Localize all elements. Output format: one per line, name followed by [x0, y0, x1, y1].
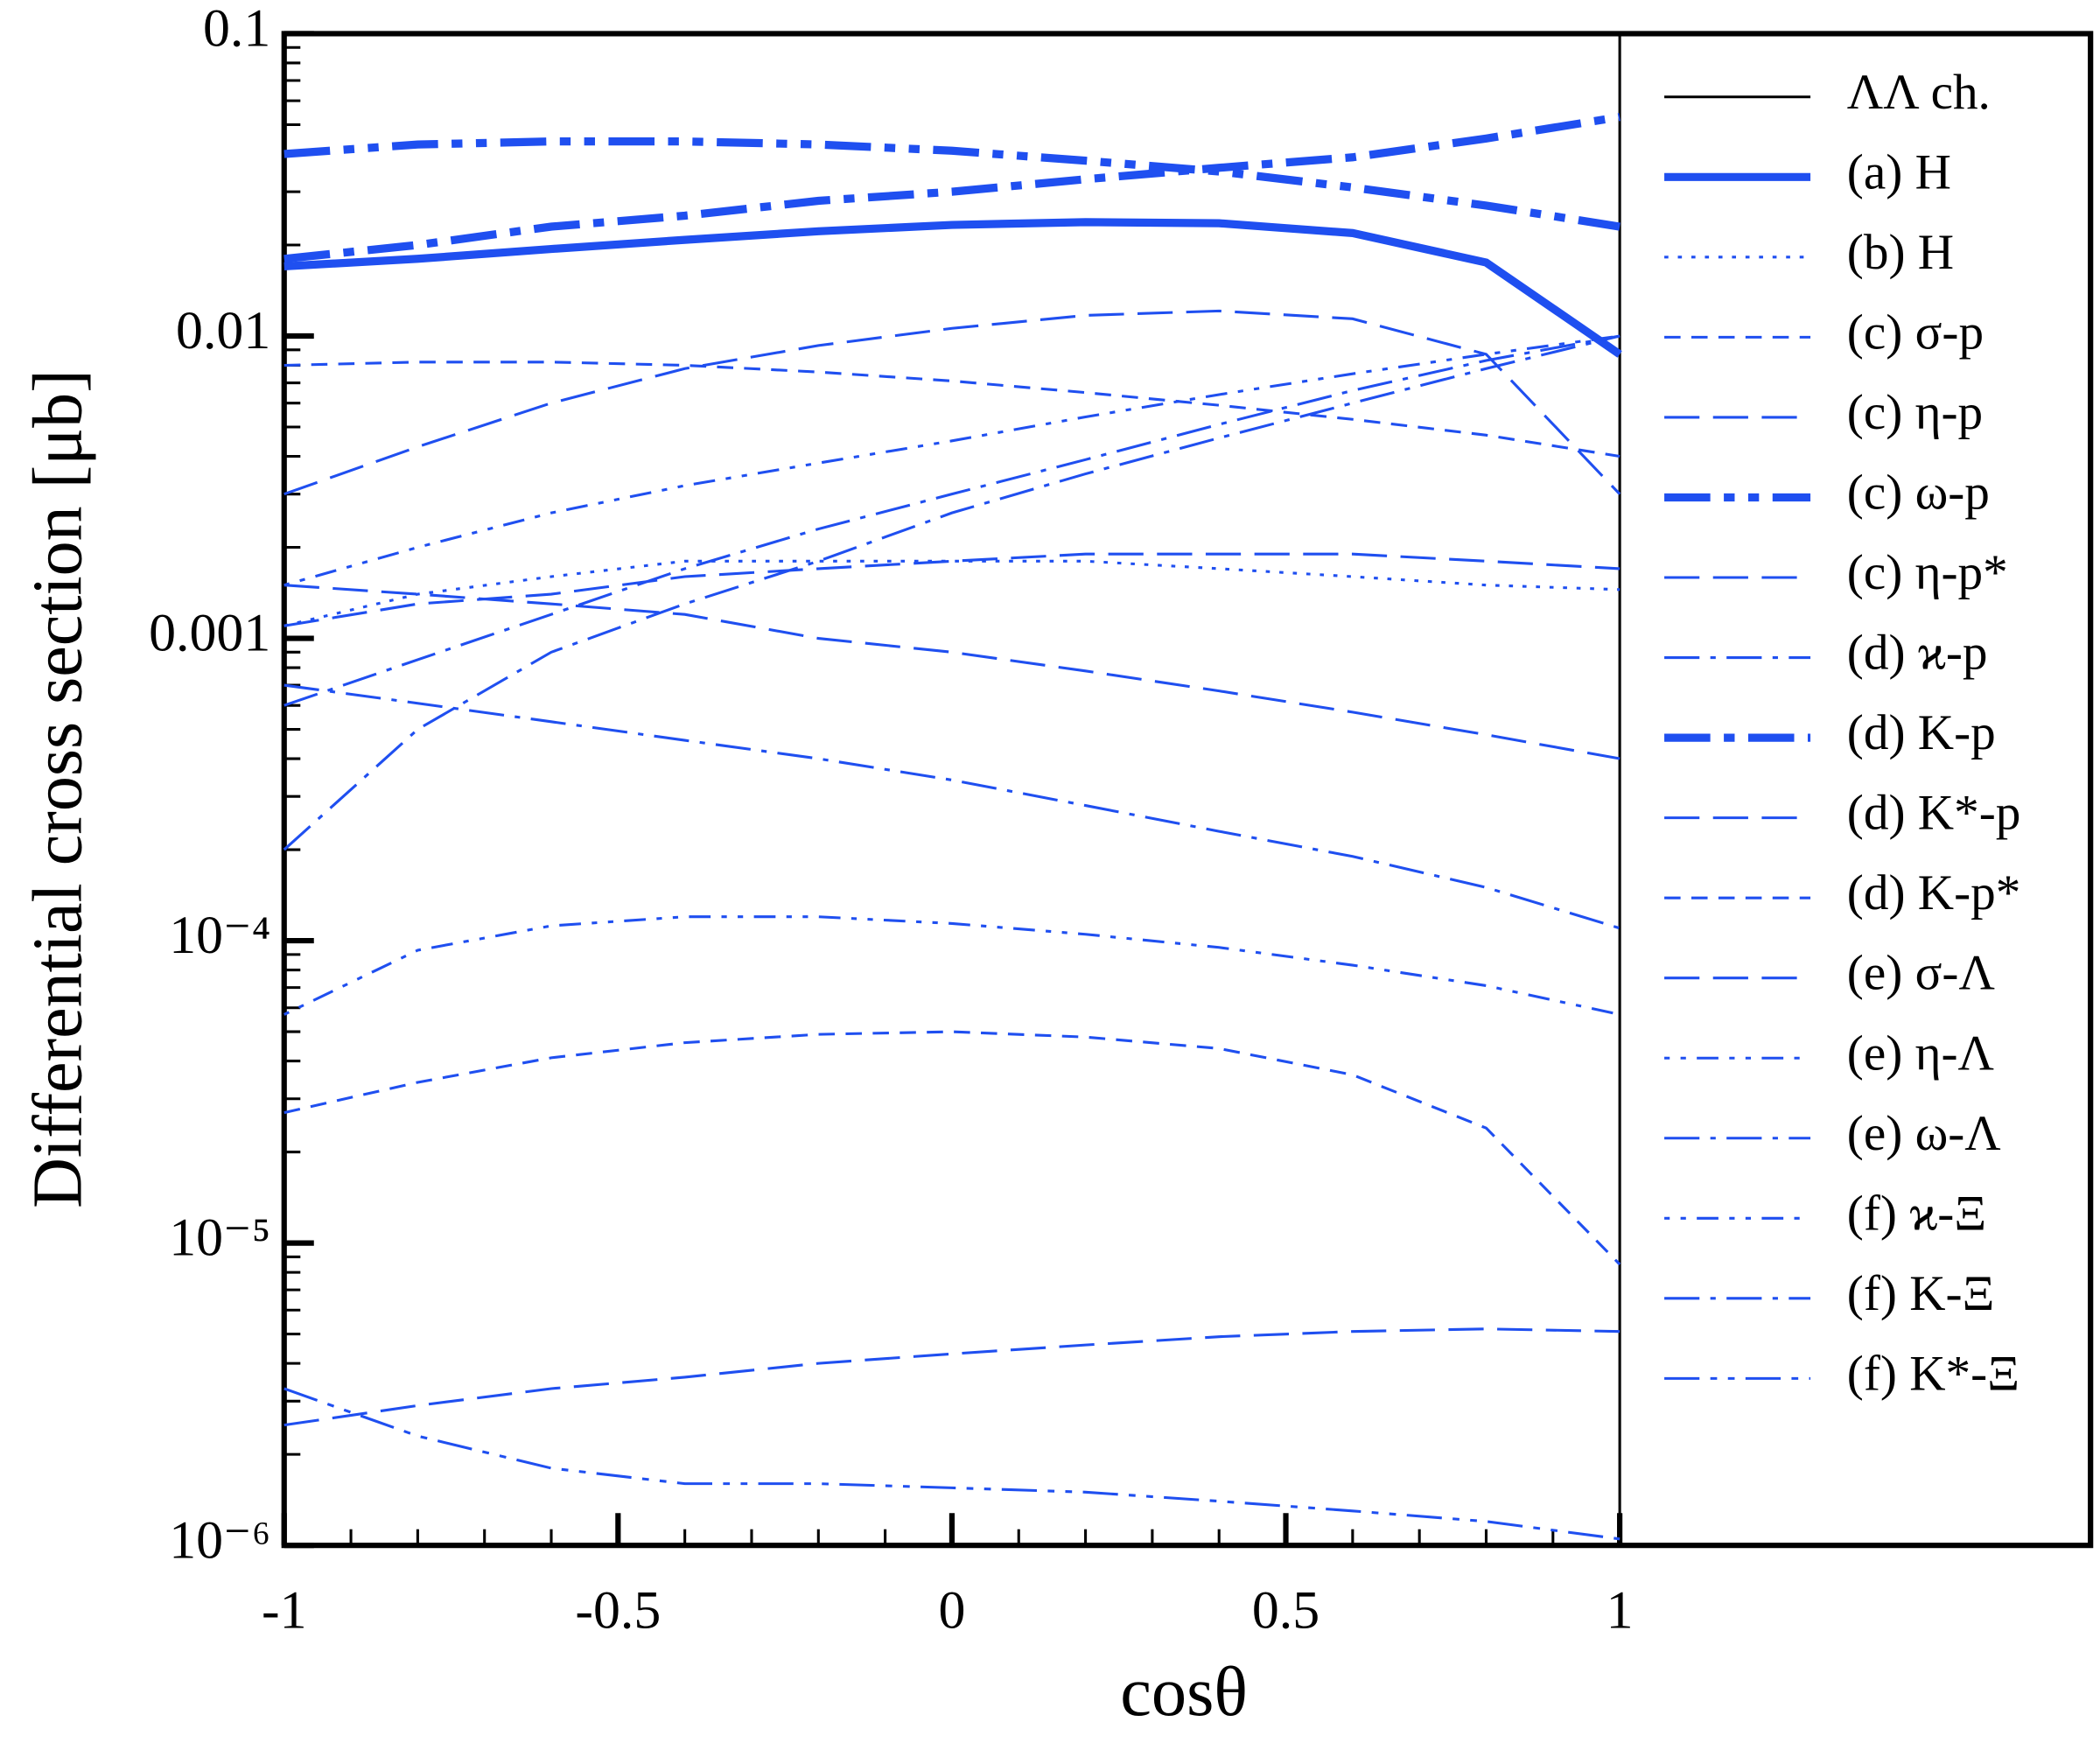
- series-line: [284, 1327, 1620, 1427]
- legend-label: (c) σ-p: [1847, 305, 1984, 360]
- legend-label: (d) ϰ-p: [1847, 626, 1988, 681]
- series-line: [284, 137, 1620, 231]
- legend-label: (c) η-p: [1847, 385, 1983, 440]
- y-tick-label: 10⁻⁴: [169, 906, 270, 965]
- series-line: [284, 559, 1620, 627]
- series-line: [284, 334, 1620, 587]
- series-line: [284, 113, 1620, 263]
- series-line: [284, 218, 1622, 358]
- plot-frame: [281, 31, 2094, 1549]
- legend-label: (e) ω-Λ: [1847, 1106, 2001, 1161]
- series-line: [284, 334, 1620, 707]
- y-axis-label: Differential cross section [μb]: [20, 369, 97, 1208]
- series-line: [284, 1387, 1620, 1541]
- legend-label: (e) σ-Λ: [1847, 946, 1995, 1001]
- series-line: [284, 915, 1620, 1016]
- legend-label: (d) K*-p: [1847, 786, 2021, 841]
- legend-label: (c) ω-p: [1847, 466, 1990, 521]
- y-tick-label: 0.1: [203, 0, 270, 59]
- series-line: [284, 584, 1620, 760]
- legend-label: (d) K-p*: [1847, 865, 2021, 920]
- series-line: [284, 1030, 1621, 1266]
- legend-label: (f) ϰ-Ξ: [1847, 1186, 1986, 1241]
- x-tick-label: -1: [262, 1580, 307, 1640]
- x-tick-label: 1: [1606, 1580, 1634, 1640]
- series-line: [283, 334, 1620, 851]
- x-tick-label: 0: [938, 1580, 965, 1640]
- legend-label: (b) H: [1847, 225, 1954, 280]
- legend-label: (e) η-Λ: [1847, 1026, 1994, 1081]
- series-line: [284, 552, 1620, 627]
- x-tick-label: -0.5: [575, 1580, 661, 1640]
- y-tick-label: 10⁻⁶: [169, 1510, 270, 1570]
- legend-label: (f) K-Ξ: [1847, 1266, 1995, 1321]
- y-tick-label: 10⁻⁵: [169, 1208, 270, 1268]
- y-tick-label: 0.001: [149, 604, 270, 663]
- legend-label: (f) K*-Ξ: [1847, 1347, 2020, 1402]
- x-tick-label: 0.5: [1252, 1580, 1320, 1640]
- series-line: [284, 683, 1620, 930]
- series-line: [284, 309, 1621, 496]
- x-axis-label: cosθ: [1120, 1654, 1248, 1731]
- legend-label: ΛΛ ch.: [1847, 65, 1991, 120]
- legend-label: (c) η-p*: [1847, 545, 2008, 600]
- series-line: [284, 360, 1620, 458]
- legend-label: (d) K-p: [1847, 705, 1996, 760]
- y-tick-label: 0.01: [176, 301, 270, 360]
- legend-label: (a) H: [1847, 144, 1951, 200]
